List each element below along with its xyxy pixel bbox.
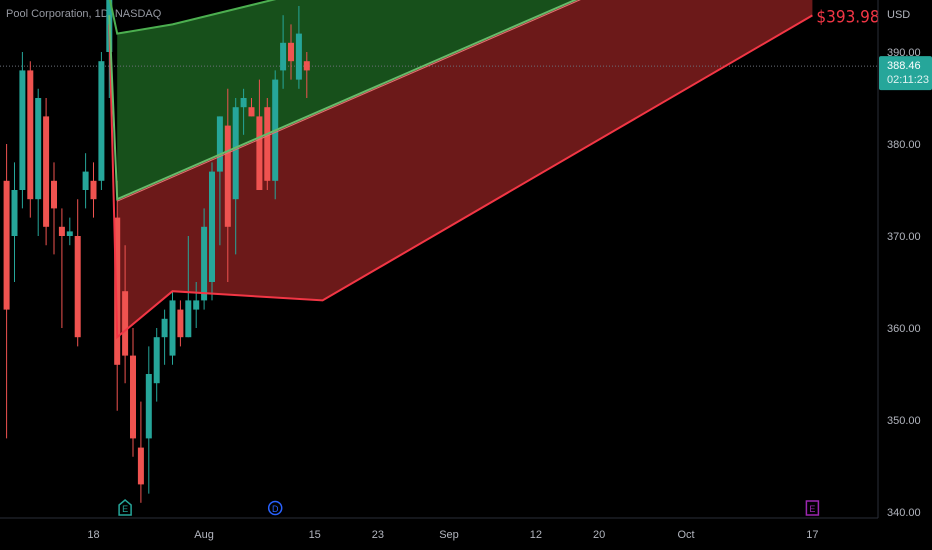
last-price-value: 388.46 bbox=[887, 60, 921, 72]
y-tick-label: 340.00 bbox=[887, 507, 921, 519]
candle-body bbox=[43, 116, 50, 227]
candle-body bbox=[130, 355, 136, 439]
candle-body bbox=[280, 42, 287, 71]
candle-body bbox=[209, 171, 215, 282]
x-tick-label: 15 bbox=[309, 529, 321, 541]
candle-body bbox=[193, 300, 200, 310]
lower-range-fill bbox=[117, 0, 813, 338]
candle-body bbox=[185, 300, 192, 338]
candle-body bbox=[35, 98, 42, 200]
y-tick-label: 350.00 bbox=[887, 415, 921, 427]
candle-body bbox=[19, 70, 26, 190]
candle-body bbox=[153, 337, 160, 384]
upper-range-line bbox=[108, 0, 277, 35]
chart-title: Pool Corporation, 1D, NASDAQ bbox=[6, 8, 162, 20]
candle-body bbox=[27, 70, 34, 200]
candle-body bbox=[122, 291, 129, 356]
candle-body bbox=[201, 226, 208, 301]
candle-body bbox=[114, 217, 121, 365]
candle-body bbox=[82, 171, 89, 190]
x-tick-label: 17 bbox=[806, 529, 818, 541]
candle-body bbox=[51, 180, 57, 209]
candle-body bbox=[145, 374, 152, 439]
x-tick-label: 12 bbox=[530, 529, 542, 541]
middle-range-line-shadow bbox=[117, 0, 581, 202]
x-tick-label: 23 bbox=[372, 529, 384, 541]
candle-body bbox=[137, 447, 144, 485]
x-tick-label: Oct bbox=[677, 529, 694, 541]
lower-target-label: $393.98 bbox=[816, 7, 879, 27]
candle-body bbox=[240, 98, 247, 108]
candle-body bbox=[264, 107, 271, 181]
candle-body bbox=[232, 107, 239, 200]
candle-body bbox=[169, 300, 176, 356]
dividend-marker[interactable] bbox=[267, 500, 283, 516]
x-tick-label: Aug bbox=[194, 529, 214, 541]
candle-body bbox=[177, 309, 184, 338]
candle-body bbox=[66, 231, 73, 236]
last-price-countdown: 02:11:23 bbox=[887, 74, 929, 86]
candle-body bbox=[216, 116, 223, 172]
candle-body bbox=[256, 116, 263, 190]
x-tick-label: 18 bbox=[87, 529, 99, 541]
y-tick-label: 390.00 bbox=[887, 47, 921, 59]
candle-body bbox=[248, 107, 255, 117]
candle-body bbox=[58, 226, 65, 236]
y-tick-label: 380.00 bbox=[887, 139, 921, 151]
candle-body bbox=[3, 180, 10, 310]
candle-body bbox=[11, 190, 18, 236]
middle-range-line bbox=[108, 0, 578, 201]
candle-body bbox=[74, 236, 81, 338]
event-marker-letter: E bbox=[809, 504, 815, 514]
earnings-marker[interactable] bbox=[118, 499, 132, 516]
event-marker-letter: D bbox=[272, 504, 279, 514]
x-tick-label: Sep bbox=[439, 529, 459, 541]
candle-body bbox=[98, 61, 105, 181]
lower-range-line bbox=[108, 14, 813, 340]
event-marker-letter: E bbox=[122, 504, 128, 514]
x-tick-label: 20 bbox=[593, 529, 605, 541]
candle-body bbox=[161, 318, 168, 338]
y-tick-label: 370.00 bbox=[887, 231, 921, 243]
candle-body bbox=[90, 180, 97, 200]
candle-body bbox=[303, 61, 310, 71]
currency-label: USD bbox=[887, 9, 910, 21]
last-price-badge bbox=[879, 56, 932, 91]
candle-body bbox=[288, 42, 294, 62]
candle-body bbox=[224, 125, 231, 227]
y-tick-label: 360.00 bbox=[887, 323, 921, 335]
candle-body bbox=[295, 33, 302, 80]
earnings-marker-upcoming[interactable] bbox=[805, 500, 820, 516]
